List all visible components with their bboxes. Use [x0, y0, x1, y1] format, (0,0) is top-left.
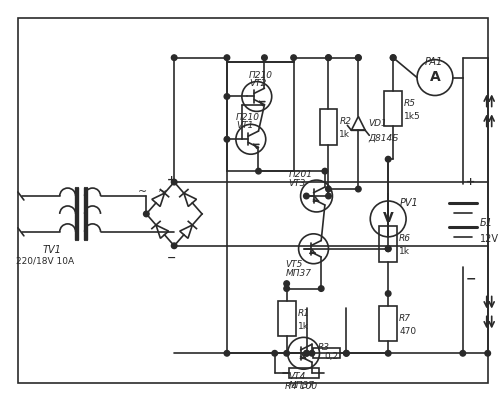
Circle shape — [343, 350, 349, 356]
Text: VT4: VT4 — [288, 371, 306, 380]
Circle shape — [303, 194, 309, 199]
Text: VT1: VT1 — [235, 121, 253, 130]
Text: 1k: 1k — [339, 130, 350, 139]
Circle shape — [290, 56, 296, 61]
Text: R4 100: R4 100 — [284, 381, 316, 390]
Text: R7: R7 — [398, 313, 410, 322]
Bar — [319, 109, 337, 146]
Circle shape — [325, 187, 331, 192]
Circle shape — [171, 180, 177, 185]
Text: R2: R2 — [339, 117, 351, 126]
Text: +: + — [166, 175, 175, 185]
Circle shape — [385, 246, 390, 252]
Circle shape — [385, 157, 390, 162]
Text: −: − — [465, 272, 475, 285]
Text: ~: ~ — [137, 186, 147, 196]
Circle shape — [171, 243, 177, 249]
Bar — [312, 348, 340, 358]
Circle shape — [325, 56, 331, 61]
Text: МП37: МП37 — [288, 380, 314, 389]
Circle shape — [309, 350, 314, 356]
Text: R5: R5 — [403, 99, 415, 108]
Text: VT2: VT2 — [248, 78, 266, 87]
Text: 1k5: 1k5 — [403, 111, 420, 121]
Circle shape — [322, 169, 327, 174]
Text: PV1: PV1 — [399, 198, 418, 207]
Text: П210: П210 — [235, 113, 260, 122]
Circle shape — [303, 350, 309, 356]
Circle shape — [224, 56, 229, 61]
Circle shape — [355, 56, 360, 61]
Circle shape — [303, 350, 309, 356]
Circle shape — [283, 350, 289, 356]
Circle shape — [484, 350, 489, 356]
Text: TV1: TV1 — [42, 244, 61, 254]
Bar — [378, 226, 396, 262]
Text: 470: 470 — [398, 326, 415, 335]
Circle shape — [385, 246, 390, 252]
Text: VT3: VT3 — [288, 179, 306, 188]
Circle shape — [355, 56, 360, 61]
Text: 1k: 1k — [398, 247, 409, 255]
Circle shape — [355, 187, 360, 192]
Circle shape — [171, 56, 177, 61]
Bar — [383, 91, 401, 127]
Circle shape — [224, 350, 229, 356]
Bar — [277, 301, 295, 336]
Text: 12V: 12V — [479, 234, 498, 244]
Circle shape — [272, 350, 277, 356]
Circle shape — [459, 350, 465, 356]
Text: −: − — [166, 252, 175, 262]
Text: VT5: VT5 — [285, 259, 303, 268]
Bar — [288, 368, 318, 378]
Text: V: V — [382, 211, 393, 225]
Circle shape — [318, 286, 323, 292]
Text: R1: R1 — [297, 308, 309, 317]
Text: П210: П210 — [248, 71, 272, 79]
Circle shape — [325, 56, 331, 61]
Text: Б1: Б1 — [479, 218, 492, 228]
Text: 0,2: 0,2 — [324, 351, 338, 360]
Text: PA1: PA1 — [424, 57, 442, 67]
Text: МП37: МП37 — [285, 268, 311, 277]
Text: ~: ~ — [157, 186, 166, 196]
Text: 1k: 1k — [297, 321, 308, 330]
Circle shape — [255, 169, 261, 174]
Circle shape — [385, 291, 390, 297]
Circle shape — [325, 194, 331, 199]
Circle shape — [385, 350, 390, 356]
Text: R6: R6 — [398, 234, 410, 243]
Text: VD1: VD1 — [368, 119, 386, 128]
Text: R3: R3 — [317, 342, 329, 351]
Circle shape — [261, 56, 267, 61]
Circle shape — [283, 281, 289, 287]
Circle shape — [224, 137, 229, 143]
Circle shape — [143, 212, 149, 217]
Circle shape — [390, 56, 395, 61]
Circle shape — [224, 95, 229, 100]
Text: 220/18V 10A: 220/18V 10A — [16, 256, 74, 265]
Bar — [226, 63, 293, 172]
Text: Д814Б: Д814Б — [368, 133, 398, 142]
Circle shape — [343, 350, 349, 356]
Circle shape — [390, 56, 395, 61]
Circle shape — [283, 286, 289, 292]
Bar — [378, 306, 396, 342]
Text: +: + — [465, 177, 474, 186]
Text: A: A — [429, 69, 439, 83]
Text: П201: П201 — [288, 170, 312, 179]
